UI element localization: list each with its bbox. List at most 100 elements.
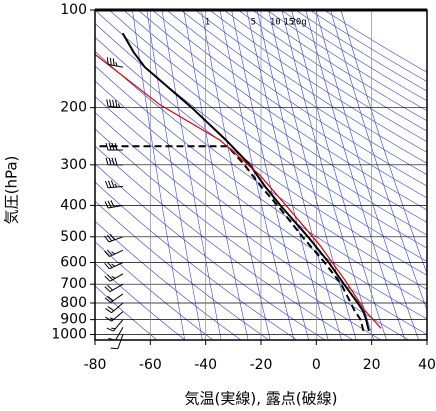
mixing-ratio-label: 20g bbox=[290, 18, 306, 28]
profile-line bbox=[95, 145, 365, 332]
y-tick-label: 300 bbox=[60, 157, 87, 173]
wind-barb bbox=[106, 99, 124, 109]
plot-layer: 1 5 10 1520g1002003004005006007008009001000… bbox=[51, 2, 436, 373]
wind-barb-shape bbox=[104, 293, 124, 303]
wind-barb-shape bbox=[104, 261, 124, 270]
dry-adiabat bbox=[95, 36, 427, 276]
dry-adiabat bbox=[95, 111, 409, 340]
wind-barb bbox=[106, 57, 124, 68]
dry-adiabat bbox=[95, 241, 214, 340]
dry-adiabat bbox=[294, 10, 427, 92]
wind-barb bbox=[104, 200, 124, 209]
x-tick-label: -40 bbox=[194, 357, 217, 373]
wind-barb bbox=[104, 293, 124, 303]
wind-barb bbox=[104, 261, 124, 270]
dry-adiabat bbox=[95, 220, 242, 340]
wind-barb-shape bbox=[104, 283, 124, 293]
dry-adiabat bbox=[95, 128, 381, 340]
y-axis-label: 気圧(hPa) bbox=[3, 156, 21, 225]
x-tick-label: 0 bbox=[312, 357, 321, 373]
dry-adiabat bbox=[95, 10, 427, 249]
dry-adiabat bbox=[95, 163, 326, 340]
y-tick-label: 100 bbox=[60, 2, 87, 18]
dry-adiabat bbox=[95, 145, 353, 340]
wind-barb-shape bbox=[106, 319, 124, 332]
y-tick-label: 900 bbox=[60, 312, 87, 328]
mixing-ratio-label: 15 bbox=[283, 18, 294, 28]
dry-adiabat bbox=[95, 200, 270, 340]
dry-adiabat bbox=[95, 65, 427, 305]
wind-barb-shape bbox=[104, 233, 124, 243]
wind-barb bbox=[105, 180, 124, 189]
wind-barb bbox=[105, 157, 124, 166]
x-axis-label: 気温(実線), 露点(破線) bbox=[185, 390, 338, 408]
dry-adiabat bbox=[223, 10, 427, 142]
y-tick-label: 800 bbox=[60, 295, 87, 311]
wind-barb-shape bbox=[110, 334, 124, 350]
mixing-ratio-line bbox=[268, 10, 357, 340]
wind-barb bbox=[104, 273, 124, 282]
dry-adiabat bbox=[108, 10, 427, 236]
wind-barb-shape bbox=[106, 57, 124, 68]
x-tick-label: -80 bbox=[84, 357, 107, 373]
wind-barb bbox=[105, 302, 124, 314]
wind-barb bbox=[110, 334, 124, 350]
y-tick-label: 200 bbox=[60, 100, 87, 116]
x-tick-label: -20 bbox=[250, 357, 273, 373]
dry-adiabat bbox=[137, 10, 427, 211]
mixing-ratio-line bbox=[200, 10, 271, 340]
reference-lines bbox=[95, 10, 427, 340]
dry-adiabat bbox=[95, 262, 186, 340]
mixing-ratio-line bbox=[132, 10, 185, 340]
mixing-ratio-line bbox=[246, 10, 329, 340]
wind-barb-shape bbox=[105, 157, 124, 166]
dry-adiabat bbox=[251, 10, 427, 122]
mixing-ratio-line bbox=[281, 10, 375, 340]
y-tick-label: 1000 bbox=[51, 326, 87, 342]
mixing-ratio-label: 5 bbox=[251, 18, 256, 28]
wind-barb-shape bbox=[105, 180, 124, 189]
profile-line bbox=[95, 53, 382, 329]
wind-barb-shape bbox=[105, 302, 124, 314]
dry-adiabat bbox=[309, 10, 427, 82]
wind-barb bbox=[104, 249, 124, 258]
mixing-ratio-line bbox=[146, 10, 203, 340]
y-tick-label: 700 bbox=[60, 276, 87, 292]
wind-barb-shape bbox=[104, 200, 124, 209]
wind-barb bbox=[108, 326, 124, 341]
wind-barb bbox=[104, 283, 124, 293]
x-tick-label: -60 bbox=[139, 357, 162, 373]
wind-barb bbox=[106, 319, 124, 332]
dry-adiabat bbox=[151, 10, 427, 199]
profile-line bbox=[121, 32, 370, 332]
mixing-ratio-line bbox=[231, 10, 309, 340]
mixing-ratio-line bbox=[305, 10, 406, 340]
wind-barb bbox=[105, 311, 124, 322]
mixing-ratio-line bbox=[183, 10, 249, 340]
wind-barb-shape bbox=[104, 249, 124, 258]
dry-adiabat bbox=[209, 10, 427, 153]
y-tick-label: 500 bbox=[60, 229, 87, 245]
dry-adiabat bbox=[180, 10, 427, 175]
dry-adiabat bbox=[166, 10, 427, 187]
wind-barb-shape bbox=[108, 326, 124, 341]
y-tick-label: 600 bbox=[60, 254, 87, 270]
dry-adiabat bbox=[237, 10, 427, 132]
dry-adiabat bbox=[123, 10, 427, 223]
y-tick-label: 400 bbox=[60, 197, 87, 213]
mixing-ratio-line bbox=[161, 10, 222, 340]
dry-adiabat bbox=[266, 10, 427, 112]
mixing-ratio-line bbox=[340, 10, 427, 275]
x-tick-label: 20 bbox=[363, 357, 381, 373]
wind-barb-shape bbox=[105, 142, 124, 151]
wind-barb-shape bbox=[105, 311, 124, 322]
mixing-ratio-label: 10 bbox=[270, 18, 281, 28]
mixing-ratio-line bbox=[330, 10, 427, 311]
dry-adiabat bbox=[280, 10, 427, 102]
x-tick-label: 40 bbox=[418, 357, 436, 373]
mixing-ratio-label: 1 bbox=[205, 18, 210, 28]
wind-barb-shape bbox=[104, 273, 124, 282]
wind-barb-shape bbox=[106, 99, 124, 109]
wind-barb bbox=[105, 142, 124, 151]
